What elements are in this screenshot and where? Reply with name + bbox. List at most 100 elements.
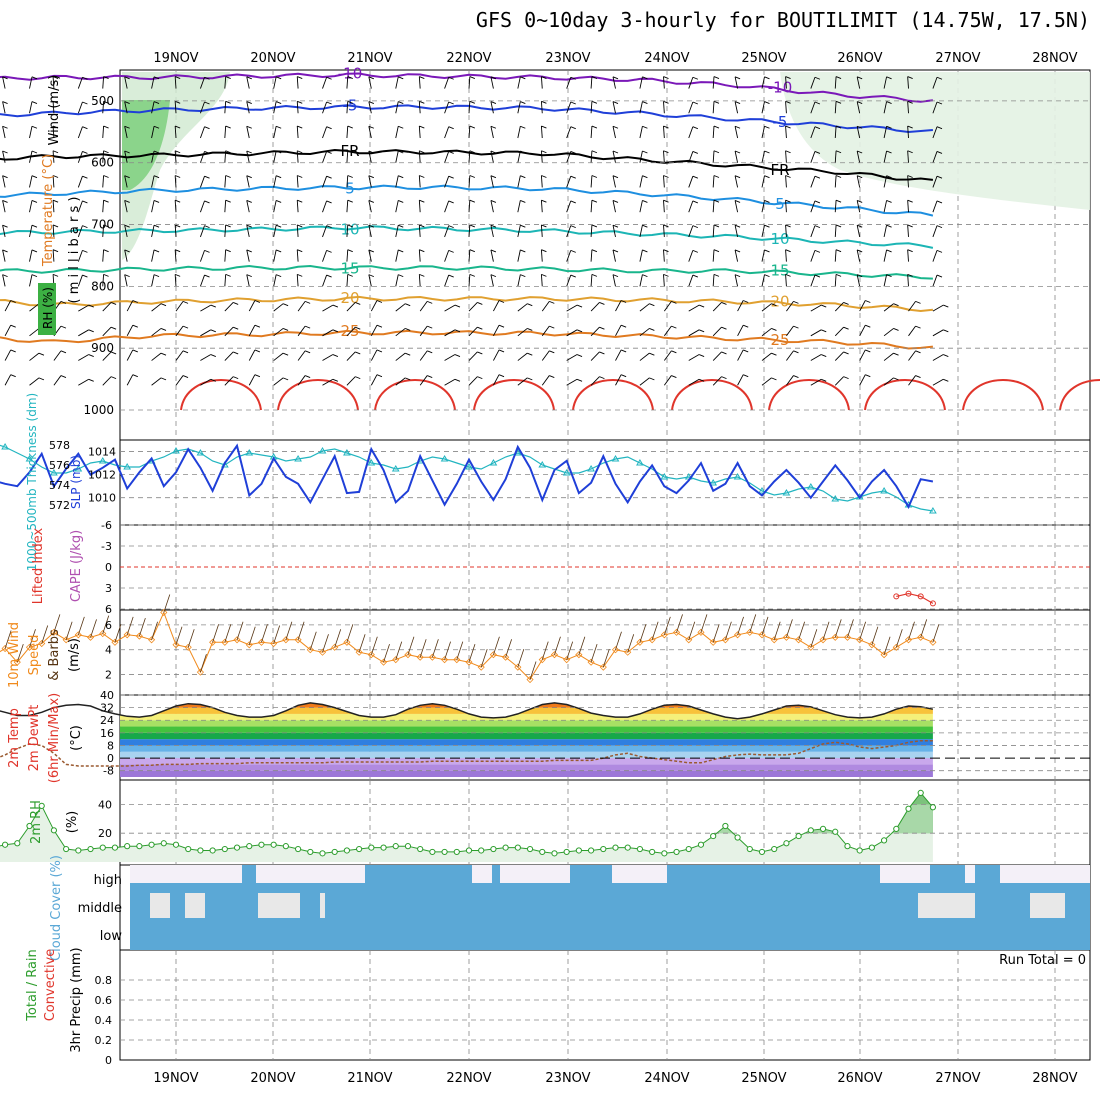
- wind-barb: [943, 354, 949, 357]
- wind-barb: [785, 199, 791, 203]
- wind-barb: [273, 101, 277, 114]
- y-tick-label: 900: [91, 341, 114, 355]
- wind-barb: [29, 303, 40, 312]
- wind-barb: [721, 326, 727, 330]
- wind-barb: [2, 200, 6, 213]
- wind-barb: [322, 151, 328, 163]
- wind-barb: [734, 101, 741, 104]
- wind-barb: [639, 377, 650, 386]
- axis-label-temperature: Temperature (°C): [41, 154, 56, 267]
- wind-barb: [886, 101, 892, 104]
- wind-barb: [132, 374, 138, 378]
- wind-speed-point: [74, 631, 82, 639]
- wind-barb: [29, 76, 33, 89]
- wind-barb: [444, 77, 450, 89]
- wind-barb: [103, 125, 109, 129]
- cloud-clear: [918, 893, 975, 918]
- wind-barb: [541, 350, 550, 361]
- wind-barb-10m: [236, 621, 244, 640]
- rh-point: [26, 822, 33, 830]
- rh-point: [1, 841, 9, 848]
- wind-barb: [761, 150, 765, 163]
- wind-barb: [204, 175, 210, 179]
- wind-speed-point: [880, 651, 888, 659]
- wind-barb: [907, 200, 909, 213]
- wind-barb: [224, 326, 234, 337]
- wind-barb: [566, 304, 578, 312]
- wind-barb: [297, 249, 303, 253]
- wind-barb: [612, 200, 616, 213]
- wind-barb: [368, 150, 375, 154]
- wind-barb: [493, 300, 500, 312]
- wind-barb: [893, 377, 899, 381]
- wind-barb: [785, 200, 787, 213]
- wind-barb: [427, 325, 433, 329]
- slp-tick-label: 1010: [88, 492, 116, 505]
- wind-barb: [77, 176, 83, 188]
- wind-barb: [734, 150, 741, 154]
- rh-point: [63, 845, 70, 853]
- rh-point: [661, 850, 668, 857]
- wind-barb: [273, 303, 284, 312]
- lifted-index-line: [896, 592, 934, 604]
- wind-barb: [419, 100, 425, 104]
- thickness-point: [25, 455, 34, 462]
- rh-shading: [122, 100, 170, 190]
- wind-barb: [517, 101, 521, 114]
- wind-barb-10m: [444, 641, 451, 660]
- wind-barb: [785, 101, 787, 114]
- wind-barb: [540, 175, 543, 188]
- wind-barb: [527, 377, 533, 381]
- wind-barb: [490, 101, 497, 104]
- wind-barb: [663, 350, 672, 361]
- wind-barb: [785, 224, 787, 237]
- wind-barb: [490, 150, 497, 154]
- rh-point: [417, 845, 424, 853]
- cloud-clear: [1030, 893, 1065, 918]
- wind-barb-10m: [517, 649, 525, 668]
- thickness-point: [660, 473, 669, 480]
- rh-point: [50, 827, 58, 834]
- wind-barb: [2, 76, 8, 80]
- wind-speed-point: [379, 658, 388, 666]
- wind-barb: [418, 101, 421, 114]
- wind-barb: [517, 126, 521, 139]
- wind-barb: [786, 325, 794, 337]
- wind-barb-10m: [834, 619, 842, 638]
- contour-label: 5: [775, 195, 785, 213]
- rh-point: [905, 805, 912, 812]
- wind-barb: [936, 274, 943, 278]
- wind-barb: [124, 249, 128, 262]
- wind-speed-point: [196, 668, 204, 676]
- wind-barb: [454, 304, 461, 308]
- wind-barb: [468, 326, 478, 337]
- thickness-point: [245, 449, 254, 456]
- wind-barb: [444, 176, 450, 188]
- wind-barb: [734, 175, 741, 179]
- wind-barb-10m: [273, 625, 281, 644]
- wind-speed-point: [685, 636, 693, 644]
- wind-barb: [204, 249, 210, 253]
- wind-barb: [368, 224, 375, 228]
- wind-barb: [82, 274, 88, 278]
- wind-speed-point: [599, 663, 607, 671]
- wind-barb: [444, 126, 450, 139]
- wind-barb: [541, 150, 547, 154]
- wind-barb: [712, 302, 722, 312]
- wind-barb: [642, 175, 648, 179]
- wind-barb: [297, 100, 303, 104]
- wind-barb: [248, 325, 256, 337]
- wind-barb: [734, 274, 741, 278]
- wind-barb: [541, 175, 547, 178]
- wind-barb: [712, 249, 715, 262]
- wind-barb: [10, 349, 16, 353]
- slp-line: [0, 443, 934, 510]
- wind-barb: [517, 274, 521, 287]
- wind-barb: [943, 378, 949, 382]
- wind-barb: [395, 76, 399, 89]
- wind-barb: [418, 125, 421, 139]
- wind-barb: [326, 126, 332, 130]
- date-label-bottom: 24NOV: [644, 1071, 689, 1086]
- wind-barb: [395, 101, 399, 114]
- wind-barb: [540, 125, 543, 139]
